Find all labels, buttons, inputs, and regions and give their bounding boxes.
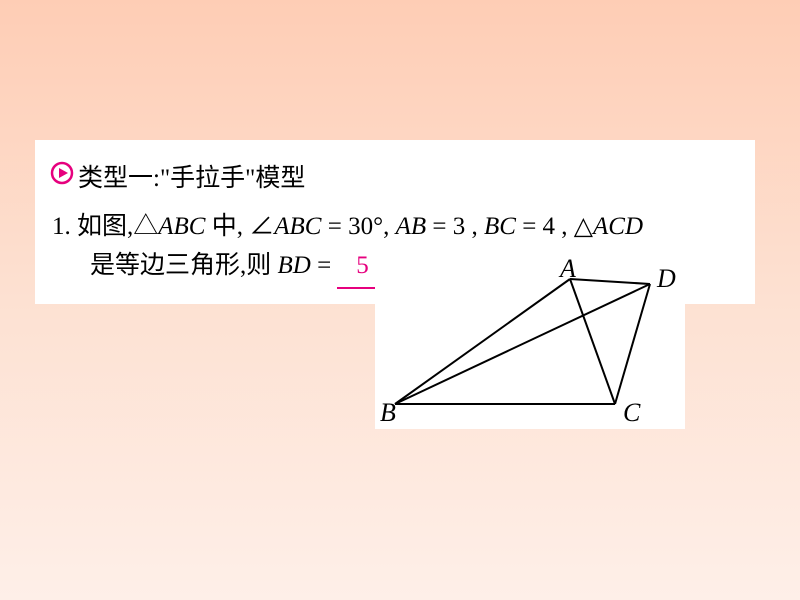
diagram-edge [570,279,615,404]
text-seg: = 4 , △ [516,213,593,240]
geometry-diagram: A D B C [375,259,685,429]
text-seg: 中, ∠ [205,213,274,240]
problem-card: 类型一:"手拉手"模型 1. 如图,△ABC 中, ∠ABC = 30°, AB… [35,140,755,304]
problem-number: 1. [52,213,71,240]
text-seg: 是等边三角形,则 [90,252,278,279]
vertex-label-a: A [558,259,576,283]
circle-play-icon [50,161,74,192]
side-bd: BD [278,252,311,279]
vertex-label-c: C [623,398,641,427]
vertex-label-b: B [380,398,396,427]
side-ab: AB [396,213,427,240]
diagram-svg: A D B C [375,259,685,429]
side-bc: BC [484,213,516,240]
diagram-edge [570,279,650,284]
diagram-edge [395,279,570,404]
diagram-edge [395,284,650,404]
text-seg: 如图,△ [77,213,158,240]
text-seg: = [311,252,338,279]
text-seg: = 30°, [321,213,395,240]
diagram-edge [615,284,650,404]
triangle-acd: ACD [593,213,643,240]
problem-line-1: 1. 如图,△ABC 中, ∠ABC = 30°, AB = 3 , BC = … [50,208,740,247]
heading-text: 类型一:"手拉手"模型 [78,158,305,194]
section-heading: 类型一:"手拉手"模型 [50,158,740,194]
angle-abc: ABC [274,213,321,240]
text-seg: = 3 , [426,213,484,240]
triangle-abc: ABC [158,213,205,240]
vertex-label-d: D [656,264,676,293]
